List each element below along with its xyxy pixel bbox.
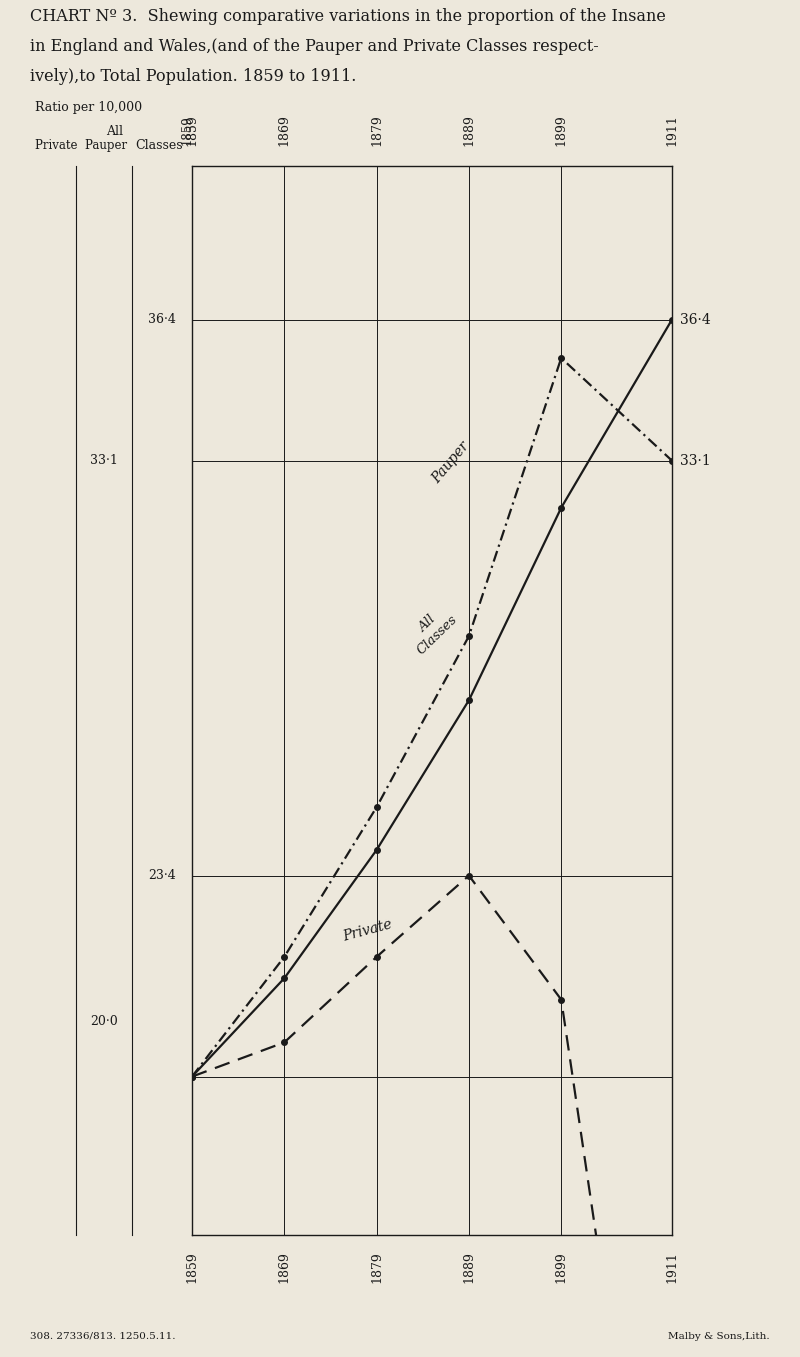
Text: 1889: 1889 (462, 114, 475, 147)
Text: 1899: 1899 (554, 1251, 568, 1284)
Text: 36·4: 36·4 (680, 312, 710, 327)
Text: 33·1: 33·1 (680, 453, 710, 468)
Text: ively),to Total Population. 1859 to 1911.: ively),to Total Population. 1859 to 1911… (30, 68, 357, 85)
Text: 1879: 1879 (370, 1251, 383, 1284)
Text: Private: Private (341, 917, 394, 944)
Text: Ratio per 10,000: Ratio per 10,000 (35, 100, 142, 114)
Text: Malby & Sons,Lith.: Malby & Sons,Lith. (668, 1331, 770, 1341)
Text: 1879: 1879 (370, 114, 383, 147)
Text: 36·4: 36·4 (148, 313, 176, 326)
Text: 308. 27336/813. 1250.5.11.: 308. 27336/813. 1250.5.11. (30, 1331, 176, 1341)
Text: 1899: 1899 (554, 114, 568, 147)
Text: 1911: 1911 (666, 1251, 678, 1284)
Text: in England and Wales,(and of the Pauper and Private Classes respect-: in England and Wales,(and of the Pauper … (30, 38, 599, 56)
Text: 1859: 1859 (181, 115, 194, 145)
Text: All: All (106, 125, 123, 137)
Text: Classes: Classes (135, 138, 183, 152)
Text: All
Classes: All Classes (404, 603, 460, 657)
Text: 33·1: 33·1 (90, 455, 118, 467)
Text: 1859: 1859 (186, 114, 198, 147)
Text: 20·0: 20·0 (90, 1015, 118, 1027)
Text: Pauper: Pauper (429, 440, 472, 486)
Text: 1859: 1859 (186, 1251, 198, 1284)
Text: 1869: 1869 (278, 114, 291, 147)
Text: CHART Nº 3.  Shewing comparative variations in the proportion of the Insane: CHART Nº 3. Shewing comparative variatio… (30, 8, 666, 26)
Text: 1869: 1869 (278, 1251, 291, 1284)
Text: 23·4: 23·4 (148, 868, 176, 882)
Text: 1889: 1889 (462, 1251, 475, 1284)
Text: Private  Pauper: Private Pauper (35, 138, 127, 152)
Text: 1911: 1911 (666, 114, 678, 147)
